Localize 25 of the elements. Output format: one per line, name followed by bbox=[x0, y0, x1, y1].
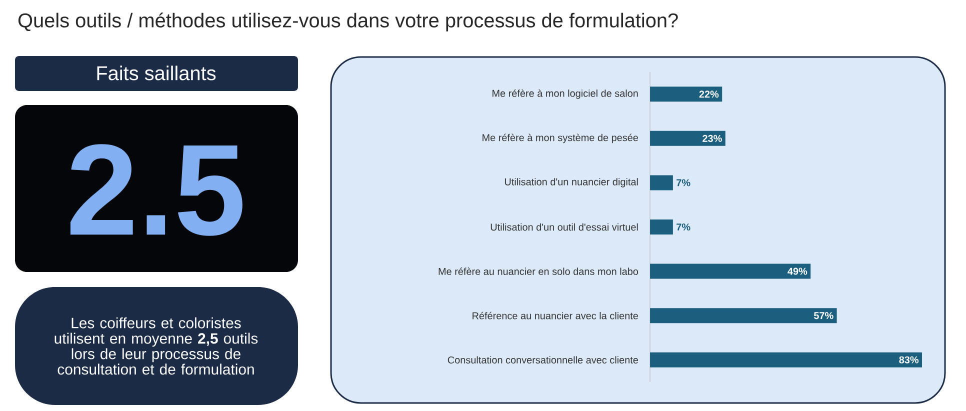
data-label: 7% bbox=[676, 179, 690, 186]
bar bbox=[650, 86, 722, 102]
bar bbox=[650, 264, 811, 279]
data-label: 23% bbox=[702, 134, 722, 142]
bar bbox=[650, 308, 837, 324]
data-label: 22% bbox=[699, 90, 719, 98]
text: Faits saillants bbox=[97, 66, 216, 80]
bar bbox=[650, 220, 673, 235]
y-tick-label: Référence au nuancier avec la cliente bbox=[472, 312, 638, 320]
y-tick-label: Consultation conversationnelle avec cliente bbox=[448, 356, 638, 364]
y-tick-label: Me réfère à mon système de pesée bbox=[482, 134, 638, 144]
text: Les coiffeurs et coloristes utilisent en moyenne 2,5 outils lors de leur processus de consultation et de formulation bbox=[54, 317, 258, 375]
y-tick-label: Me réfère à mon logiciel de salon bbox=[492, 89, 638, 99]
text: 2.5 bbox=[70, 144, 242, 236]
bar bbox=[650, 175, 673, 190]
text: Quels outils / méthodes utilisez-vous dans votre processus de formulation? bbox=[18, 12, 678, 32]
y-tick-label: Utilisation d'un nuancier digital bbox=[504, 178, 638, 188]
bar bbox=[650, 130, 726, 146]
data-label: 57% bbox=[814, 312, 834, 320]
data-label: 7% bbox=[676, 223, 690, 231]
bar bbox=[650, 352, 922, 368]
data-label: 49% bbox=[788, 268, 808, 275]
data-label: 83% bbox=[899, 356, 919, 364]
y-tick-label: Utilisation d'un outil d'essai virtuel bbox=[490, 223, 638, 231]
y-tick-label: Me réfère au nuancier en solo dans mon labo bbox=[438, 268, 638, 275]
